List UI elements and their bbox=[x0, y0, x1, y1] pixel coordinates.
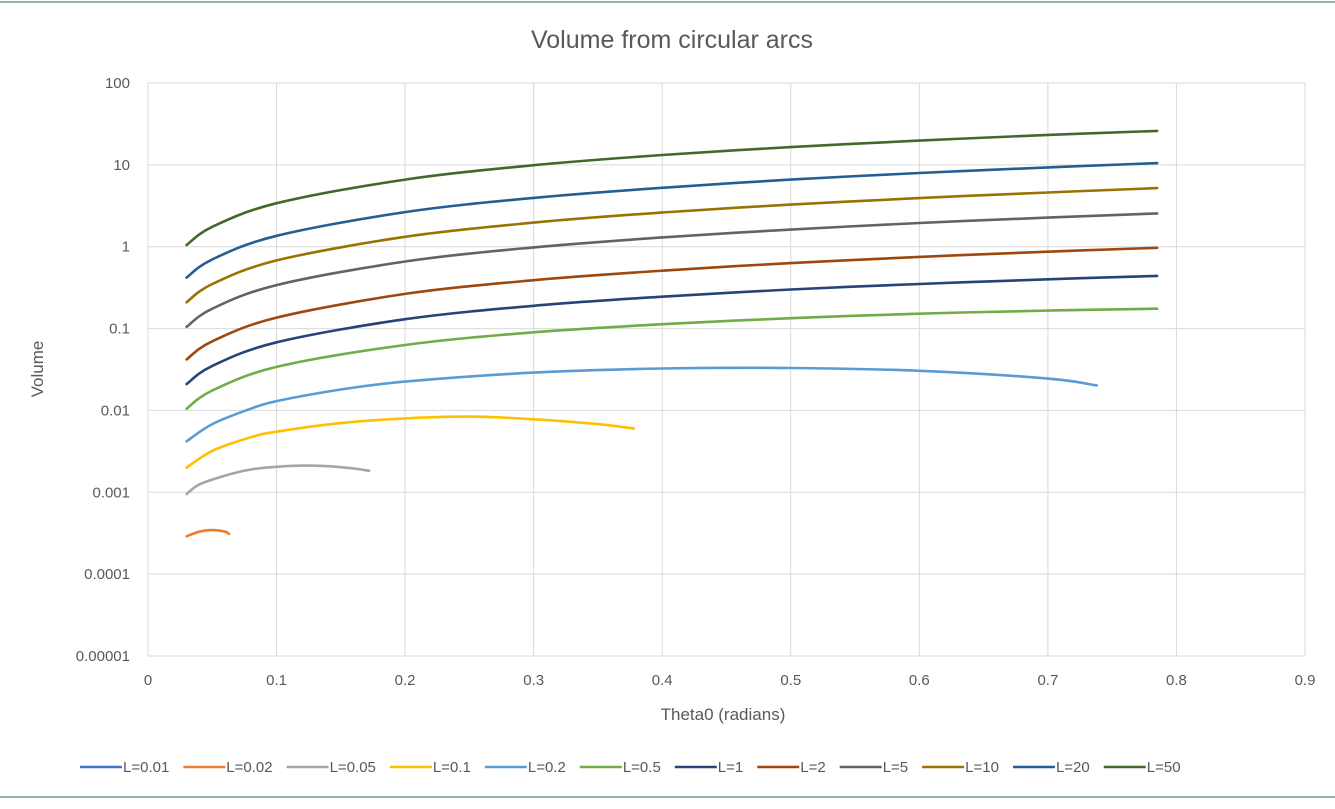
x-tick-label: 0 bbox=[144, 672, 152, 689]
y-tick-label: 0.0001 bbox=[84, 566, 130, 583]
series-line-l-0-5 bbox=[185, 307, 1159, 410]
y-tick-label: 1 bbox=[122, 239, 130, 256]
y-tick-label: 0.00001 bbox=[76, 648, 130, 665]
x-tick-label: 0.5 bbox=[780, 672, 801, 689]
y-tick-label: 0.01 bbox=[101, 402, 130, 419]
legend-entry-l-0-01: L=0.01 bbox=[123, 759, 169, 776]
chart-title: Volume from circular arcs bbox=[531, 26, 813, 54]
series-line-l-0-2 bbox=[185, 366, 1098, 443]
series-line-l-20 bbox=[185, 161, 1159, 279]
y-tick-label: 0.1 bbox=[109, 321, 130, 338]
legend-entry-l-10: L=10 bbox=[965, 759, 999, 776]
x-tick-label: 0.9 bbox=[1295, 672, 1316, 689]
legend-entry-l-1: L=1 bbox=[718, 759, 743, 776]
x-tick-label: 0.3 bbox=[523, 672, 544, 689]
legend: L=0.01 L=0.02 L=0.05 L=0.1 L=0.2 L=0.5 L=1 L=2 L… bbox=[80, 759, 1181, 776]
legend-entry-l-0-5: L=0.5 bbox=[623, 759, 661, 776]
series-lines bbox=[185, 129, 1159, 538]
series-line-l-10 bbox=[185, 186, 1159, 304]
legend-entry-l-0-05: L=0.05 bbox=[330, 759, 376, 776]
legend-entry-l-20: L=20 bbox=[1056, 759, 1090, 776]
x-tick-label: 0.8 bbox=[1166, 672, 1187, 689]
y-tick-label: 100 bbox=[105, 75, 130, 92]
x-tick-label: 0.7 bbox=[1037, 672, 1058, 689]
x-tick-label: 0.2 bbox=[395, 672, 416, 689]
series-line-l-50 bbox=[185, 129, 1159, 247]
legend-entry-l-5: L=5 bbox=[883, 759, 908, 776]
legend-entry-l-0-02: L=0.02 bbox=[226, 759, 272, 776]
legend-entry-l-0-2: L=0.2 bbox=[528, 759, 566, 776]
y-tick-label: 0.001 bbox=[92, 484, 130, 501]
x-axis-label: Theta0 (radians) bbox=[661, 705, 786, 724]
series-line-l-0-05 bbox=[185, 464, 371, 496]
series-line-l-5 bbox=[185, 212, 1159, 329]
legend-entry-l-2: L=2 bbox=[800, 759, 825, 776]
series-line-l-0-02 bbox=[185, 528, 231, 538]
x-tick-label: 0.1 bbox=[266, 672, 287, 689]
series-line-l-2 bbox=[185, 246, 1159, 361]
x-axis-ticks: 0 0.1 0.2 0.3 0.4 0.5 0.6 0.7 0.8 0.9 bbox=[144, 672, 1316, 689]
series-line-l-1 bbox=[185, 274, 1159, 386]
legend-entry-l-0-1: L=0.1 bbox=[433, 759, 471, 776]
x-tick-label: 0.6 bbox=[909, 672, 930, 689]
y-tick-label: 10 bbox=[113, 157, 130, 174]
series-line-l-0-1 bbox=[185, 415, 636, 469]
x-tick-label: 0.4 bbox=[652, 672, 673, 689]
y-axis-ticks: 0.00001 0.0001 0.001 0.01 0.1 1 10 100 bbox=[76, 75, 130, 665]
y-axis-label: Volume bbox=[28, 341, 47, 398]
legend-entry-l-50: L=50 bbox=[1147, 759, 1181, 776]
